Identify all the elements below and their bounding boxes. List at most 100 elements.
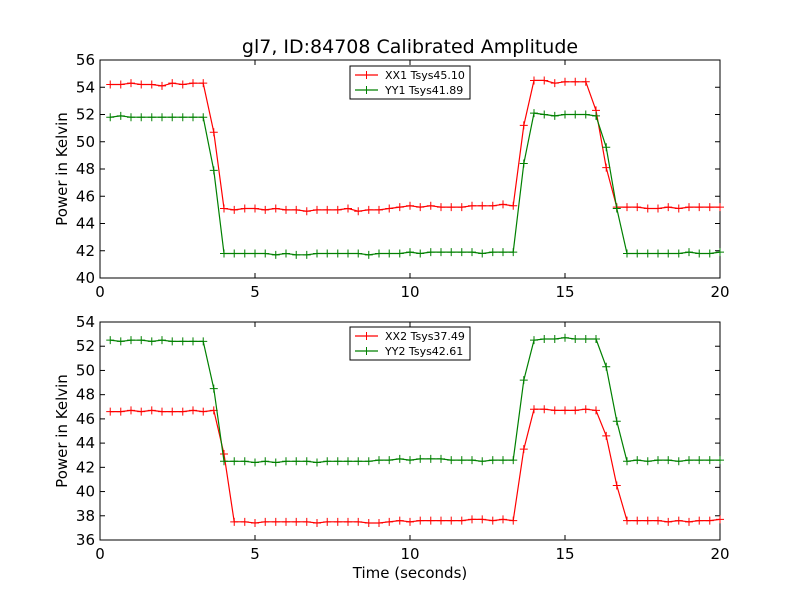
data-point-marker — [685, 517, 693, 526]
data-point-marker — [426, 248, 435, 257]
data-point-marker — [127, 406, 135, 415]
legend-marker — [362, 86, 371, 94]
data-point-marker — [106, 336, 115, 345]
data-point-marker — [385, 249, 394, 258]
data-point-marker — [457, 248, 466, 257]
data-point-marker — [416, 454, 425, 463]
data-point-marker — [271, 204, 280, 213]
data-point-marker — [416, 249, 425, 258]
data-point-marker — [385, 517, 394, 526]
top-panel: 0 5 10 15 20 40 42 44 46 48 50 52 54 56 Power in Kelvi… — [53, 51, 730, 301]
data-point-marker — [385, 204, 394, 213]
data-point-marker — [189, 113, 197, 122]
data-point-marker — [633, 203, 642, 212]
data-point-marker — [705, 516, 714, 525]
data-point-marker — [323, 205, 332, 214]
data-point-marker — [540, 334, 549, 343]
data-point-marker — [654, 456, 662, 465]
chart-title: gl7, ID:84708 Calibrated Amplitude — [242, 36, 578, 58]
data-point-marker — [178, 80, 187, 89]
x-tick-label: 10 — [400, 545, 419, 563]
data-point-marker — [178, 337, 187, 346]
data-point-marker — [375, 519, 383, 528]
x-tick-label: 20 — [710, 283, 729, 301]
data-point-marker — [106, 113, 115, 122]
data-point-marker — [333, 517, 342, 526]
data-point-marker — [581, 334, 590, 343]
y-tick-label: 36 — [76, 531, 95, 549]
data-point-marker — [674, 249, 683, 258]
data-point-marker — [106, 407, 115, 416]
data-point-marker — [561, 110, 569, 119]
data-point-marker — [282, 205, 290, 214]
data-point-marker — [230, 249, 239, 258]
data-point-marker — [333, 205, 342, 214]
y-tick-label: 44 — [76, 215, 95, 233]
data-point-marker — [716, 203, 724, 212]
y-tick-label: 42 — [76, 242, 95, 260]
data-point-marker — [705, 249, 714, 258]
data-point-marker — [302, 457, 311, 466]
data-point-marker — [705, 203, 714, 212]
data-point-marker — [623, 203, 631, 212]
data-point-marker — [426, 201, 435, 210]
data-point-marker — [437, 516, 445, 525]
data-point-marker — [571, 406, 580, 415]
data-point-marker — [664, 249, 673, 258]
y-tick-label: 48 — [76, 160, 95, 178]
data-point-marker — [302, 250, 311, 259]
data-point-marker — [220, 249, 228, 258]
data-point-marker — [375, 456, 383, 465]
bottom-panel: 0 5 10 15 20 36 38 40 42 44 46 48 50 52 54 Power in Kel… — [53, 313, 730, 563]
data-point-marker — [571, 77, 580, 86]
data-point-marker — [530, 76, 538, 85]
data-point-marker — [602, 143, 611, 152]
data-point-marker — [199, 337, 208, 346]
data-point-marker — [220, 457, 228, 466]
data-point-marker — [540, 110, 549, 119]
data-point-marker — [364, 519, 373, 528]
data-point-marker — [323, 249, 332, 258]
data-point-marker — [240, 517, 249, 526]
data-point-marker — [282, 457, 290, 466]
data-point-marker — [127, 79, 135, 88]
data-point-marker — [478, 201, 487, 210]
data-point-marker — [705, 456, 714, 465]
data-point-marker — [612, 204, 621, 213]
data-point-marker — [261, 249, 270, 258]
data-point-marker — [137, 80, 146, 89]
data-point-marker — [540, 76, 549, 85]
y-tick-label: 54 — [76, 313, 95, 331]
data-point-marker — [509, 248, 518, 257]
data-point-marker — [271, 458, 280, 467]
data-point-marker — [406, 248, 414, 257]
data-point-marker — [437, 203, 445, 212]
data-point-marker — [561, 406, 569, 415]
data-point-marker — [189, 406, 197, 415]
data-point-marker — [344, 457, 352, 466]
data-point-marker — [395, 516, 404, 525]
data-point-marker — [623, 249, 631, 258]
data-point-marker — [519, 121, 528, 130]
data-point-marker — [664, 203, 673, 212]
data-point-marker — [695, 249, 704, 258]
data-point-marker — [147, 337, 156, 346]
data-point-marker — [220, 204, 228, 213]
data-point-marker — [633, 456, 642, 465]
data-point-marker — [199, 79, 208, 88]
data-point-marker — [137, 407, 146, 416]
data-point-marker — [158, 336, 166, 345]
data-point-marker — [178, 113, 187, 122]
y-tick-label: 48 — [76, 386, 95, 404]
data-point-marker — [581, 110, 590, 119]
data-point-marker — [364, 205, 373, 214]
data-point-marker — [354, 457, 363, 466]
data-point-marker — [550, 334, 559, 343]
data-point-marker — [674, 204, 683, 213]
data-point-marker — [633, 516, 642, 525]
data-point-marker — [302, 517, 311, 526]
data-point-marker — [292, 457, 301, 466]
y-axis-label: Power in Kelvin — [53, 112, 71, 226]
legend-box — [349, 65, 471, 100]
